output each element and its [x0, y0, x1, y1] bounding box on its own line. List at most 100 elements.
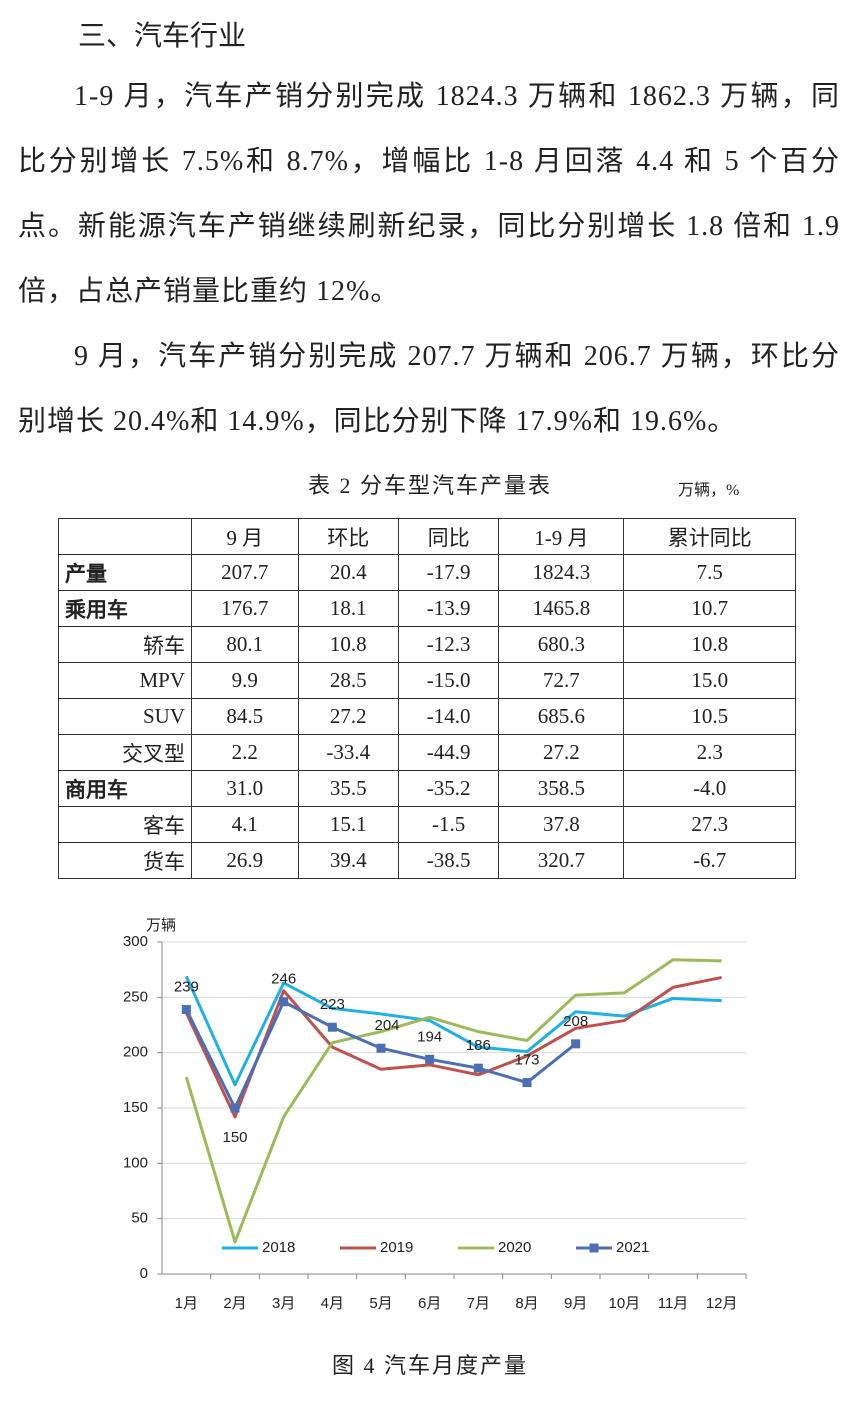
y-tick-label: 100 [123, 1154, 148, 1171]
point-marker [230, 1103, 240, 1113]
point-marker [571, 1039, 581, 1049]
table-corner [58, 518, 192, 555]
x-tick-label: 3月 [272, 1295, 295, 1312]
table-cell: 176.7 [191, 590, 299, 627]
table-cell: 72.7 [498, 662, 625, 699]
table-row: 乘用车 176.7 18.1 -13.9 1465.8 10.7 [58, 590, 796, 627]
series-line [184, 958, 722, 1244]
legend-label: 2019 [380, 1239, 413, 1256]
table-caption: 表 2 分车型汽车产量表 [307, 473, 552, 498]
x-tick-label: 1月 [175, 1295, 198, 1312]
table-unit: 万辆，% [678, 482, 740, 499]
row-label: 轿车 [58, 626, 192, 663]
table-row: MPV 9.9 28.5 -15.0 72.7 15.0 [58, 662, 796, 699]
table-cell: -15.0 [397, 662, 500, 699]
data-label: 239 [174, 978, 199, 995]
series-line [184, 975, 722, 1087]
table-cell: 10.7 [623, 590, 796, 627]
paragraph: 1-9 月，汽车产销分别完成 1824.3 万辆和 1862.3 万辆，同比分别… [18, 81, 840, 307]
table-cell: 27.3 [623, 806, 796, 843]
table-cell: 80.1 [191, 626, 299, 663]
data-label: 204 [374, 1017, 399, 1034]
row-label: SUV [58, 698, 192, 735]
point-marker [425, 1054, 435, 1064]
table-header-cell: 1-9 月 [498, 518, 625, 555]
x-tick-label: 11月 [658, 1295, 689, 1312]
table-row: SUV 84.5 27.2 -14.0 685.6 10.5 [58, 698, 796, 735]
row-label: 乘用车 [58, 590, 192, 627]
table-header-cell: 环比 [297, 518, 399, 555]
y-tick-label: 300 [123, 933, 148, 950]
table-cell: 358.5 [498, 770, 625, 807]
x-tick-label: 2月 [223, 1295, 246, 1312]
chart-caption: 图 4 汽车月度产量 [332, 1353, 528, 1378]
table-cell: 685.6 [498, 698, 625, 735]
chart: 万辆 图 4 汽车月度产量 0 50 100 150 200 250 300 1月 2月 3月 4月… [123, 917, 747, 1378]
table-cell: 2.2 [191, 734, 299, 771]
table-cell: 20.4 [297, 554, 399, 591]
table-cell: 9.9 [191, 662, 299, 699]
data-label: 173 [514, 1052, 539, 1069]
row-label: 客车 [58, 806, 192, 843]
table-cell: 27.2 [297, 698, 399, 735]
table-cell: 15.1 [297, 806, 399, 843]
data-label: 150 [222, 1129, 247, 1146]
x-tick-label: 7月 [467, 1295, 490, 1312]
table-cell: 10.8 [297, 626, 399, 663]
point-marker [522, 1078, 532, 1088]
row-label: 货车 [58, 842, 192, 879]
legend-label: 2020 [498, 1239, 531, 1256]
table-header-cell: 累计同比 [623, 518, 796, 555]
table-cell: -35.2 [397, 770, 500, 807]
table-cell: -1.5 [397, 806, 500, 843]
table-cell: 31.0 [191, 770, 299, 807]
heading: 三、汽车行业 [78, 19, 247, 52]
y-tick-label: 150 [123, 1099, 148, 1116]
table-cell: -12.3 [397, 626, 500, 663]
x-tick-label: 8月 [515, 1295, 538, 1312]
table-cell: -14.0 [397, 698, 500, 735]
table-cell: 1465.8 [498, 590, 625, 627]
legend-marker [589, 1243, 599, 1253]
x-tick-label: 6月 [418, 1295, 441, 1312]
row-label: MPV [58, 662, 192, 699]
y-tick-label: 200 [123, 1044, 148, 1061]
table-cell: -33.4 [297, 734, 399, 771]
table-row: 货车 26.9 39.4 -38.5 320.7 -6.7 [58, 842, 796, 879]
table-row: 客车 4.1 15.1 -1.5 37.8 27.3 [58, 806, 796, 843]
data-label: 223 [320, 996, 345, 1013]
point-marker [473, 1063, 483, 1073]
point-marker [376, 1043, 386, 1053]
x-tick-label: 12月 [706, 1295, 738, 1312]
table-cell: 37.8 [498, 806, 625, 843]
table-row: 轿车 80.1 10.8 -12.3 680.3 10.8 [58, 626, 796, 663]
table-cell: -13.9 [397, 590, 500, 627]
table-cell: 1824.3 [498, 554, 625, 591]
table-cell: 84.5 [191, 698, 299, 735]
table-cell: -38.5 [397, 842, 500, 879]
y-tick-label: 250 [123, 988, 148, 1005]
y-tick-label: 50 [131, 1210, 148, 1227]
table-row: 产量 207.7 20.4 -17.9 1824.3 7.5 [58, 554, 796, 591]
data-label: 208 [563, 1013, 588, 1030]
table-cell: 207.7 [191, 554, 299, 591]
series-line [184, 975, 722, 1119]
point-marker [181, 1005, 191, 1015]
table-cell: 2.3 [623, 734, 796, 771]
table-cell: 15.0 [623, 662, 796, 699]
table-cell: 7.5 [623, 554, 796, 591]
data-label: 186 [466, 1037, 491, 1054]
table-cell: 35.5 [297, 770, 399, 807]
row-label: 商用车 [58, 770, 192, 807]
point-marker [279, 997, 289, 1007]
table-cell: 39.4 [297, 842, 399, 879]
table-cell: -44.9 [397, 734, 500, 771]
table-cell: -4.0 [623, 770, 796, 807]
paragraph: 9 月，汽车产销分别完成 207.7 万辆和 206.7 万辆，环比分别增长 2… [18, 341, 840, 437]
table-header-row: 9 月环比 同比 1-9 月累计同比 [58, 518, 796, 555]
data-label: 194 [417, 1028, 442, 1045]
table-cell: 10.5 [623, 698, 796, 735]
table-header-cell: 同比 [397, 518, 500, 555]
table: 9 月环比 同比 1-9 月累计同比 产量 207.7 20.4 -17.9 1824.3 7.… [58, 518, 796, 879]
